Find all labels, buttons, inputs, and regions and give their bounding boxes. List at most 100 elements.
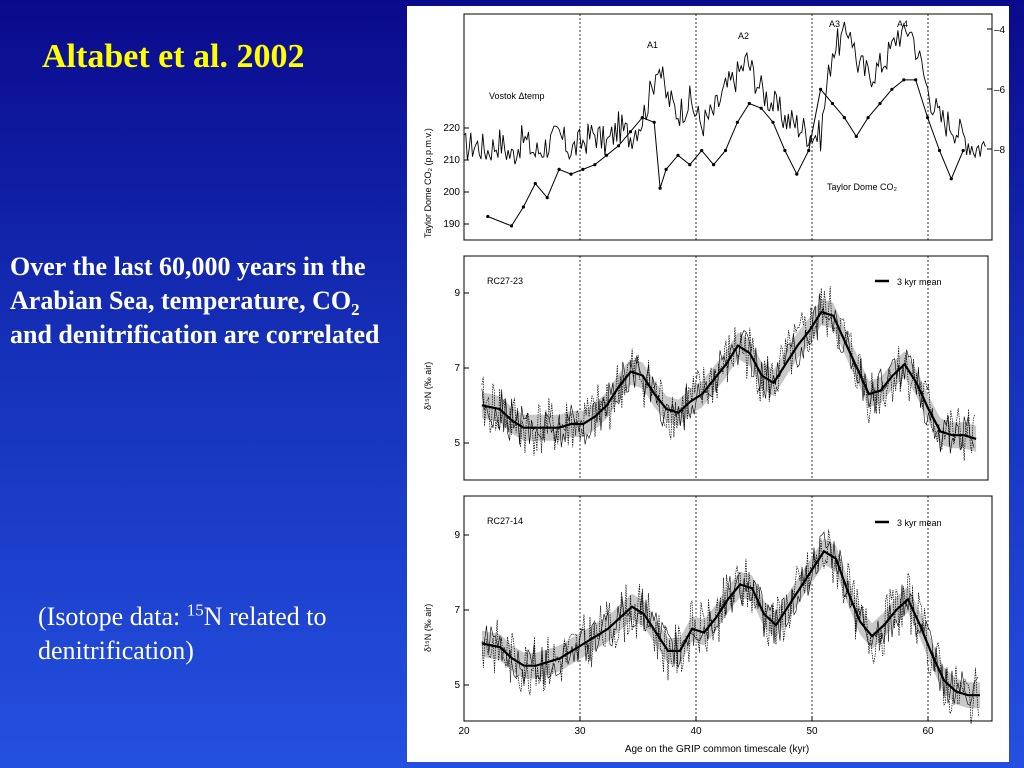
- bot-core-label: RC27-14: [487, 516, 523, 526]
- co2-point: [676, 153, 680, 157]
- isotope-note: (Isotope data: 15N related to denitrific…: [38, 600, 398, 668]
- x-axis-ticks: 20 30 40 50 60: [458, 716, 934, 737]
- taylor-dome-series-label: Taylor Dome CO₂: [827, 182, 898, 192]
- co2-point: [807, 148, 811, 153]
- co2-point: [937, 148, 942, 153]
- co2-point: [747, 101, 751, 106]
- mid-core-label: RC27-23: [487, 276, 523, 286]
- co2-point: [593, 163, 597, 167]
- co2-point: [569, 172, 573, 176]
- co2-point: [640, 116, 644, 120]
- vostok-series-label: Vostok Δtemp: [489, 91, 545, 101]
- bot-y-axis-label: δ¹⁵N (‰ air): [423, 604, 433, 652]
- co2-point: [819, 87, 823, 91]
- tick-label-r-6: –6: [994, 85, 1006, 96]
- co2-point: [605, 153, 609, 157]
- bottom-panel-frame: [463, 495, 993, 722]
- annotation-a2: A2: [738, 31, 749, 41]
- mid-tick-label-9: 9: [454, 288, 460, 299]
- co2-point: [795, 172, 799, 176]
- co2-point: [830, 101, 835, 106]
- taylor-dome-co2-line: [487, 79, 964, 227]
- top-series-layer: [463, 21, 986, 228]
- tick-label-200: 200: [443, 187, 460, 198]
- co2-point: [616, 144, 621, 148]
- tick-label-r-4: –4: [994, 25, 1006, 36]
- co2-point: [914, 78, 918, 82]
- x-tick-label-40: 40: [690, 726, 702, 737]
- bottom-panel: 9 7 5 δ¹⁵N (‰ air) RC27-14 3 kyr mean 20…: [423, 495, 993, 755]
- top-y-axis-label: Taylor Dome CO₂ (p.p.m.v.): [423, 128, 433, 238]
- top-left-ticks: 220 210 200 190: [443, 123, 469, 230]
- mid-tick-label-5: 5: [454, 438, 460, 449]
- three-kyr-mean-line: [481, 549, 980, 697]
- co2-point: [486, 214, 490, 219]
- co2-point: [688, 163, 692, 167]
- co2-point: [652, 120, 656, 124]
- co2-point: [581, 167, 585, 171]
- co2-point: [926, 116, 930, 120]
- x-axis-label: Age on the GRIP common timescale (kyr): [625, 744, 809, 755]
- annotation-a3: A3: [829, 19, 840, 29]
- middle-series-layer: [481, 286, 977, 461]
- raw-record-line: [481, 286, 975, 461]
- annotation-a1: A1: [647, 40, 658, 50]
- co2-point: [961, 148, 965, 153]
- tick-label-190: 190: [443, 219, 460, 230]
- main-text: Over the last 60,000 years in the Arabia…: [10, 250, 390, 352]
- co2-point: [628, 130, 632, 134]
- co2-point: [509, 224, 514, 228]
- co2-point: [771, 120, 775, 124]
- main-text-subscript: 2: [351, 300, 360, 320]
- co2-point: [521, 205, 525, 209]
- mid-tick-label-7: 7: [454, 363, 460, 374]
- note-superscript: 15: [186, 600, 204, 620]
- main-text-part1: Over the last 60,000 years in the Arabia…: [10, 252, 366, 315]
- mean-envelope: [482, 538, 980, 709]
- middle-panel: 9 7 5 δ¹⁵N (‰ air) RC27-23 3 kyr mean: [423, 255, 989, 481]
- figure-svg: 220 210 200 190 –4 –6 –8 Taylor Dome CO₂…: [423, 13, 1006, 755]
- co2-point: [723, 148, 728, 153]
- co2-point: [557, 167, 561, 171]
- co2-point: [854, 134, 858, 138]
- co2-point: [658, 186, 662, 190]
- slide-title: Altabet et al. 2002: [42, 38, 305, 75]
- co2-point: [842, 116, 846, 120]
- three-kyr-mean-line: [481, 310, 977, 440]
- x-tick-label-60: 60: [922, 726, 934, 737]
- co2-point: [664, 167, 668, 171]
- x-tick-label-20: 20: [458, 726, 470, 737]
- mean-envelope: [481, 298, 977, 452]
- top-right-ticks: –4 –6 –8: [987, 25, 1006, 156]
- mid-y-axis-label: δ¹⁵N (‰ air): [423, 362, 433, 410]
- bot-legend-text: 3 kyr mean: [897, 518, 942, 528]
- co2-point: [902, 78, 906, 82]
- co2-point: [783, 148, 787, 153]
- tick-label-210: 210: [443, 155, 460, 166]
- mid-legend-text: 3 kyr mean: [897, 277, 942, 287]
- bot-tick-label-9: 9: [454, 530, 460, 541]
- co2-point: [735, 120, 739, 124]
- bottom-series-layer: [481, 529, 980, 725]
- co2-point: [545, 196, 549, 200]
- co2-point: [700, 148, 704, 153]
- bot-tick-label-5: 5: [454, 680, 460, 691]
- co2-point: [949, 177, 953, 181]
- x-tick-label-30: 30: [574, 726, 586, 737]
- raw-record-line-2: [481, 531, 979, 706]
- co2-point: [866, 116, 870, 120]
- x-tick-label-50: 50: [806, 726, 818, 737]
- note-suffix: N related to denitrification): [38, 602, 327, 665]
- top-panel: 220 210 200 190 –4 –6 –8 Taylor Dome CO₂…: [423, 13, 1006, 241]
- co2-point: [890, 87, 894, 91]
- tick-label-220: 220: [443, 123, 460, 134]
- top-panel-frame: [463, 13, 993, 241]
- bot-tick-label-7: 7: [454, 605, 460, 616]
- tick-label-r-8: –8: [994, 145, 1006, 156]
- main-text-part2: and denitrification are correlated: [10, 320, 380, 349]
- vostok-temp-line: [463, 21, 986, 165]
- figure-panel: 220 210 200 190 –4 –6 –8 Taylor Dome CO₂…: [407, 6, 1009, 762]
- co2-point: [533, 181, 537, 186]
- raw-record-line: [481, 529, 979, 725]
- co2-point: [878, 101, 882, 106]
